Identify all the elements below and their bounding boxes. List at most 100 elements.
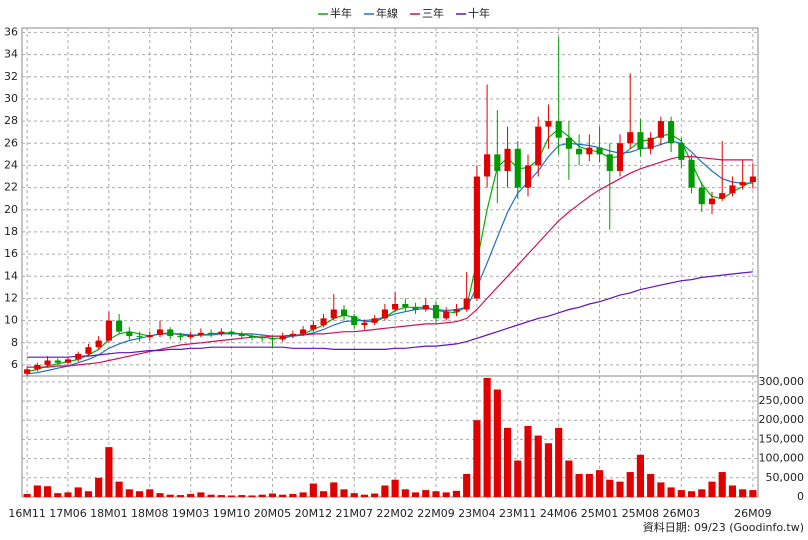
x-tick-label: 22M09 bbox=[417, 507, 455, 520]
candle-body bbox=[24, 369, 31, 374]
volume-bar bbox=[360, 494, 369, 497]
y-tick-label: 22 bbox=[4, 181, 18, 194]
candle-body bbox=[729, 185, 736, 194]
y2-tick-label: 200,000 bbox=[759, 413, 805, 426]
candle-body bbox=[616, 143, 624, 171]
legend-label: 年線 bbox=[376, 6, 398, 20]
candle-body bbox=[248, 336, 256, 338]
volume-bar bbox=[23, 493, 31, 497]
x-tick-label: 17M06 bbox=[49, 507, 87, 520]
candle-body bbox=[678, 143, 685, 160]
volume-bar bbox=[739, 489, 747, 497]
candle-body bbox=[330, 309, 337, 319]
y-tick-label: 28 bbox=[4, 114, 18, 127]
volume-bar bbox=[524, 425, 532, 497]
footer: 資料日期: 09/23 (Goodinfo.tw) bbox=[643, 520, 804, 534]
volume-bar bbox=[473, 420, 481, 497]
candle-body bbox=[361, 322, 368, 326]
volume-bar bbox=[606, 479, 614, 497]
candle-body bbox=[340, 309, 348, 317]
candle-body bbox=[637, 132, 644, 149]
volume-bar bbox=[595, 470, 604, 497]
candle-body bbox=[576, 148, 583, 155]
volume-bar bbox=[422, 490, 430, 497]
y-tick-label: 16 bbox=[4, 247, 18, 260]
x-tick-label: 26M03 bbox=[663, 507, 701, 520]
volume-bar bbox=[227, 495, 236, 497]
legend-label: 三年 bbox=[422, 6, 444, 20]
candle-body bbox=[156, 329, 164, 335]
volume-bar bbox=[187, 493, 195, 497]
candle-body bbox=[126, 331, 133, 337]
candle-body bbox=[719, 193, 726, 199]
candle-body bbox=[596, 147, 603, 155]
x-tick-label: 20M05 bbox=[254, 507, 292, 520]
candle-body bbox=[402, 303, 409, 308]
legend-label: 十年 bbox=[468, 6, 490, 20]
volume-bar bbox=[146, 489, 154, 497]
candle-body bbox=[668, 121, 675, 144]
volume-bar bbox=[503, 427, 512, 497]
candle-body bbox=[218, 331, 225, 334]
y2-tick-label: 300,000 bbox=[759, 375, 805, 388]
candle-body bbox=[187, 334, 194, 338]
volume-bar bbox=[534, 435, 542, 497]
candle-body bbox=[535, 126, 542, 166]
candle-body bbox=[259, 337, 266, 339]
x-tick-label: 23M11 bbox=[499, 507, 537, 520]
candle-body bbox=[167, 329, 174, 337]
volume-bar bbox=[268, 493, 277, 497]
y-tick-label: 30 bbox=[4, 92, 18, 105]
candle-body bbox=[54, 360, 61, 363]
candle-body bbox=[44, 360, 51, 365]
volume-bar bbox=[432, 491, 440, 497]
volume-bar bbox=[626, 472, 634, 497]
volume-bar bbox=[330, 482, 338, 497]
candle-body bbox=[146, 334, 153, 338]
candle-body bbox=[432, 305, 440, 319]
candle-body bbox=[300, 329, 307, 334]
volume-bar bbox=[125, 489, 133, 497]
volume-bar bbox=[371, 493, 379, 497]
candle-body bbox=[708, 198, 716, 205]
candle-body bbox=[647, 137, 654, 149]
volume-bar bbox=[166, 494, 174, 497]
volume-bar bbox=[74, 487, 82, 497]
candle-body bbox=[698, 187, 705, 205]
y-tick-label: 24 bbox=[4, 158, 18, 171]
volume-bar bbox=[279, 494, 287, 497]
x-tick-label: 22M02 bbox=[376, 507, 414, 520]
x-tick-label: 26M09 bbox=[734, 507, 772, 520]
candle-body bbox=[197, 332, 204, 335]
x-tick-label: 25M01 bbox=[581, 507, 619, 520]
candle-body bbox=[320, 318, 327, 326]
volume-bar bbox=[493, 389, 501, 497]
volume-bar bbox=[54, 493, 62, 497]
x-tick-label: 25M08 bbox=[622, 507, 660, 520]
volume-bar bbox=[452, 490, 461, 497]
candle-body bbox=[105, 320, 112, 341]
volume-bar bbox=[381, 485, 389, 497]
candle-body bbox=[208, 332, 215, 334]
volume-bar bbox=[728, 485, 737, 497]
candle-body bbox=[524, 165, 532, 188]
x-tick-label: 21M07 bbox=[335, 507, 373, 520]
volume-bar bbox=[677, 490, 685, 497]
volume-bar bbox=[687, 491, 696, 497]
candle-body bbox=[514, 148, 521, 188]
volume-bar bbox=[115, 481, 123, 497]
ma-line bbox=[27, 271, 753, 358]
candle-body bbox=[739, 182, 746, 186]
candle-body bbox=[34, 364, 41, 370]
volume-bar bbox=[657, 482, 665, 497]
volume-bar bbox=[514, 460, 522, 497]
y-tick-label: 26 bbox=[4, 136, 18, 149]
volume-bar bbox=[319, 491, 328, 497]
legend-label: 半年 bbox=[330, 6, 352, 20]
volume-bar bbox=[749, 490, 757, 497]
volume-bar bbox=[217, 495, 225, 497]
y2-tick-label: 100,000 bbox=[759, 452, 805, 465]
volume-bar bbox=[299, 492, 307, 497]
